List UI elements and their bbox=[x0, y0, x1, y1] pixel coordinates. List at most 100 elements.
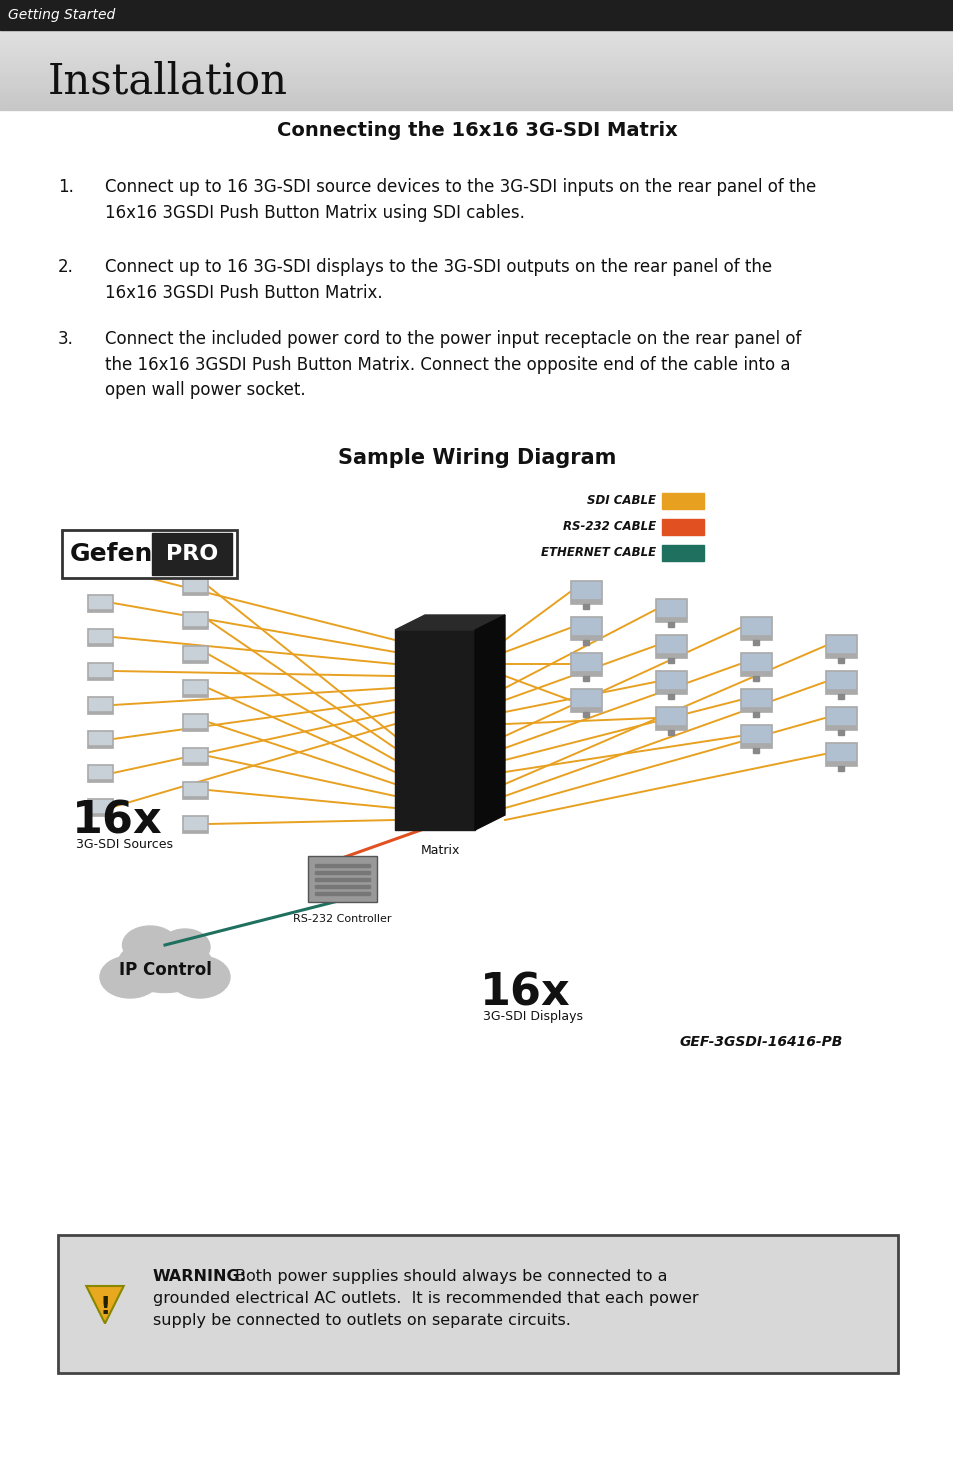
Bar bbox=[569, 687, 601, 712]
Bar bbox=[824, 670, 856, 695]
Bar bbox=[824, 742, 856, 766]
Bar bbox=[182, 678, 208, 698]
Text: 3G-SDI Displays: 3G-SDI Displays bbox=[482, 1010, 582, 1024]
Bar bbox=[89, 664, 111, 676]
Bar bbox=[657, 673, 684, 687]
Bar bbox=[741, 618, 769, 634]
Polygon shape bbox=[395, 615, 504, 630]
Text: grounded electrical AC outlets.  It is recommended that each power: grounded electrical AC outlets. It is re… bbox=[152, 1291, 698, 1305]
Bar bbox=[314, 864, 370, 867]
Bar bbox=[740, 652, 771, 676]
Bar bbox=[87, 696, 112, 714]
Bar bbox=[89, 630, 111, 642]
Bar bbox=[740, 724, 771, 748]
Bar bbox=[826, 636, 854, 652]
Bar bbox=[582, 640, 588, 645]
Bar bbox=[655, 670, 686, 695]
Bar bbox=[184, 783, 206, 795]
Text: Connecting the 16x16 3G-SDI Matrix: Connecting the 16x16 3G-SDI Matrix bbox=[276, 121, 677, 140]
Bar bbox=[655, 597, 686, 622]
Bar bbox=[667, 658, 673, 662]
Ellipse shape bbox=[160, 929, 210, 965]
Text: Installation: Installation bbox=[48, 60, 288, 103]
Bar bbox=[657, 600, 684, 617]
Text: GEF-3GSDI-16416-PB: GEF-3GSDI-16416-PB bbox=[679, 1035, 842, 1049]
Bar bbox=[0, 0, 953, 30]
Bar bbox=[314, 885, 370, 888]
Bar bbox=[582, 712, 588, 717]
Bar bbox=[314, 892, 370, 895]
Text: Connect up to 16 3G-SDI displays to the 3G-SDI outputs on the rear panel of the
: Connect up to 16 3G-SDI displays to the … bbox=[105, 258, 771, 302]
Text: SDI CABLE: SDI CABLE bbox=[586, 494, 656, 507]
Bar bbox=[184, 715, 206, 727]
Bar bbox=[657, 708, 684, 724]
Bar bbox=[826, 708, 854, 724]
Bar bbox=[89, 732, 111, 743]
Text: 1.: 1. bbox=[58, 178, 73, 196]
Text: Getting Started: Getting Started bbox=[8, 7, 115, 22]
Bar bbox=[182, 712, 208, 732]
Text: RS-232 Controller: RS-232 Controller bbox=[293, 914, 391, 923]
Bar bbox=[314, 878, 370, 881]
Text: PRO: PRO bbox=[166, 544, 218, 563]
Bar bbox=[837, 730, 843, 735]
Bar bbox=[89, 562, 111, 574]
Text: WARNING:: WARNING: bbox=[152, 1268, 247, 1285]
Text: 16x: 16x bbox=[71, 799, 163, 844]
Bar bbox=[572, 618, 599, 634]
Text: ETHERNET CABLE: ETHERNET CABLE bbox=[540, 547, 656, 559]
Bar bbox=[184, 749, 206, 761]
Bar bbox=[87, 662, 112, 680]
Ellipse shape bbox=[170, 956, 230, 999]
Bar bbox=[87, 798, 112, 816]
Bar bbox=[655, 707, 686, 730]
FancyBboxPatch shape bbox=[62, 530, 236, 578]
Text: 3G-SDI Sources: 3G-SDI Sources bbox=[76, 838, 172, 851]
Text: IP Control: IP Control bbox=[118, 962, 212, 979]
Polygon shape bbox=[86, 1286, 124, 1323]
Bar bbox=[824, 634, 856, 658]
Bar bbox=[569, 652, 601, 676]
Text: Gefen: Gefen bbox=[70, 541, 153, 566]
Polygon shape bbox=[475, 615, 504, 830]
Bar bbox=[184, 580, 206, 591]
Text: Connect up to 16 3G-SDI source devices to the 3G-SDI inputs on the rear panel of: Connect up to 16 3G-SDI source devices t… bbox=[105, 178, 816, 221]
Bar bbox=[182, 611, 208, 628]
Bar bbox=[89, 799, 111, 813]
Bar bbox=[87, 594, 112, 612]
Bar bbox=[182, 577, 208, 594]
Ellipse shape bbox=[117, 938, 213, 993]
Bar bbox=[826, 743, 854, 760]
Text: 2.: 2. bbox=[58, 258, 73, 276]
Bar bbox=[182, 816, 208, 833]
Bar bbox=[184, 648, 206, 659]
Bar bbox=[752, 748, 759, 754]
Bar bbox=[87, 560, 112, 578]
Bar bbox=[314, 872, 370, 875]
Bar bbox=[87, 628, 112, 646]
Bar bbox=[582, 676, 588, 681]
Bar bbox=[184, 614, 206, 625]
FancyBboxPatch shape bbox=[308, 855, 376, 903]
Text: Connect the included power cord to the power input receptacle on the rear panel : Connect the included power cord to the p… bbox=[105, 330, 801, 400]
Text: RS-232 CABLE: RS-232 CABLE bbox=[562, 521, 656, 534]
Bar bbox=[661, 544, 703, 560]
Bar bbox=[152, 532, 232, 575]
Bar bbox=[740, 617, 771, 640]
Bar bbox=[182, 746, 208, 766]
Bar bbox=[667, 622, 673, 627]
Bar bbox=[752, 676, 759, 681]
Text: !: ! bbox=[99, 1295, 111, 1319]
Bar bbox=[752, 640, 759, 645]
Bar bbox=[667, 730, 673, 735]
Polygon shape bbox=[395, 630, 475, 830]
Bar bbox=[87, 764, 112, 782]
Bar bbox=[569, 617, 601, 640]
Bar bbox=[572, 653, 599, 670]
FancyBboxPatch shape bbox=[58, 1235, 897, 1373]
Bar bbox=[572, 690, 599, 707]
Bar bbox=[184, 681, 206, 693]
Ellipse shape bbox=[122, 926, 177, 965]
Bar bbox=[667, 695, 673, 699]
Text: Both power supplies should always be connected to a: Both power supplies should always be con… bbox=[234, 1268, 667, 1285]
